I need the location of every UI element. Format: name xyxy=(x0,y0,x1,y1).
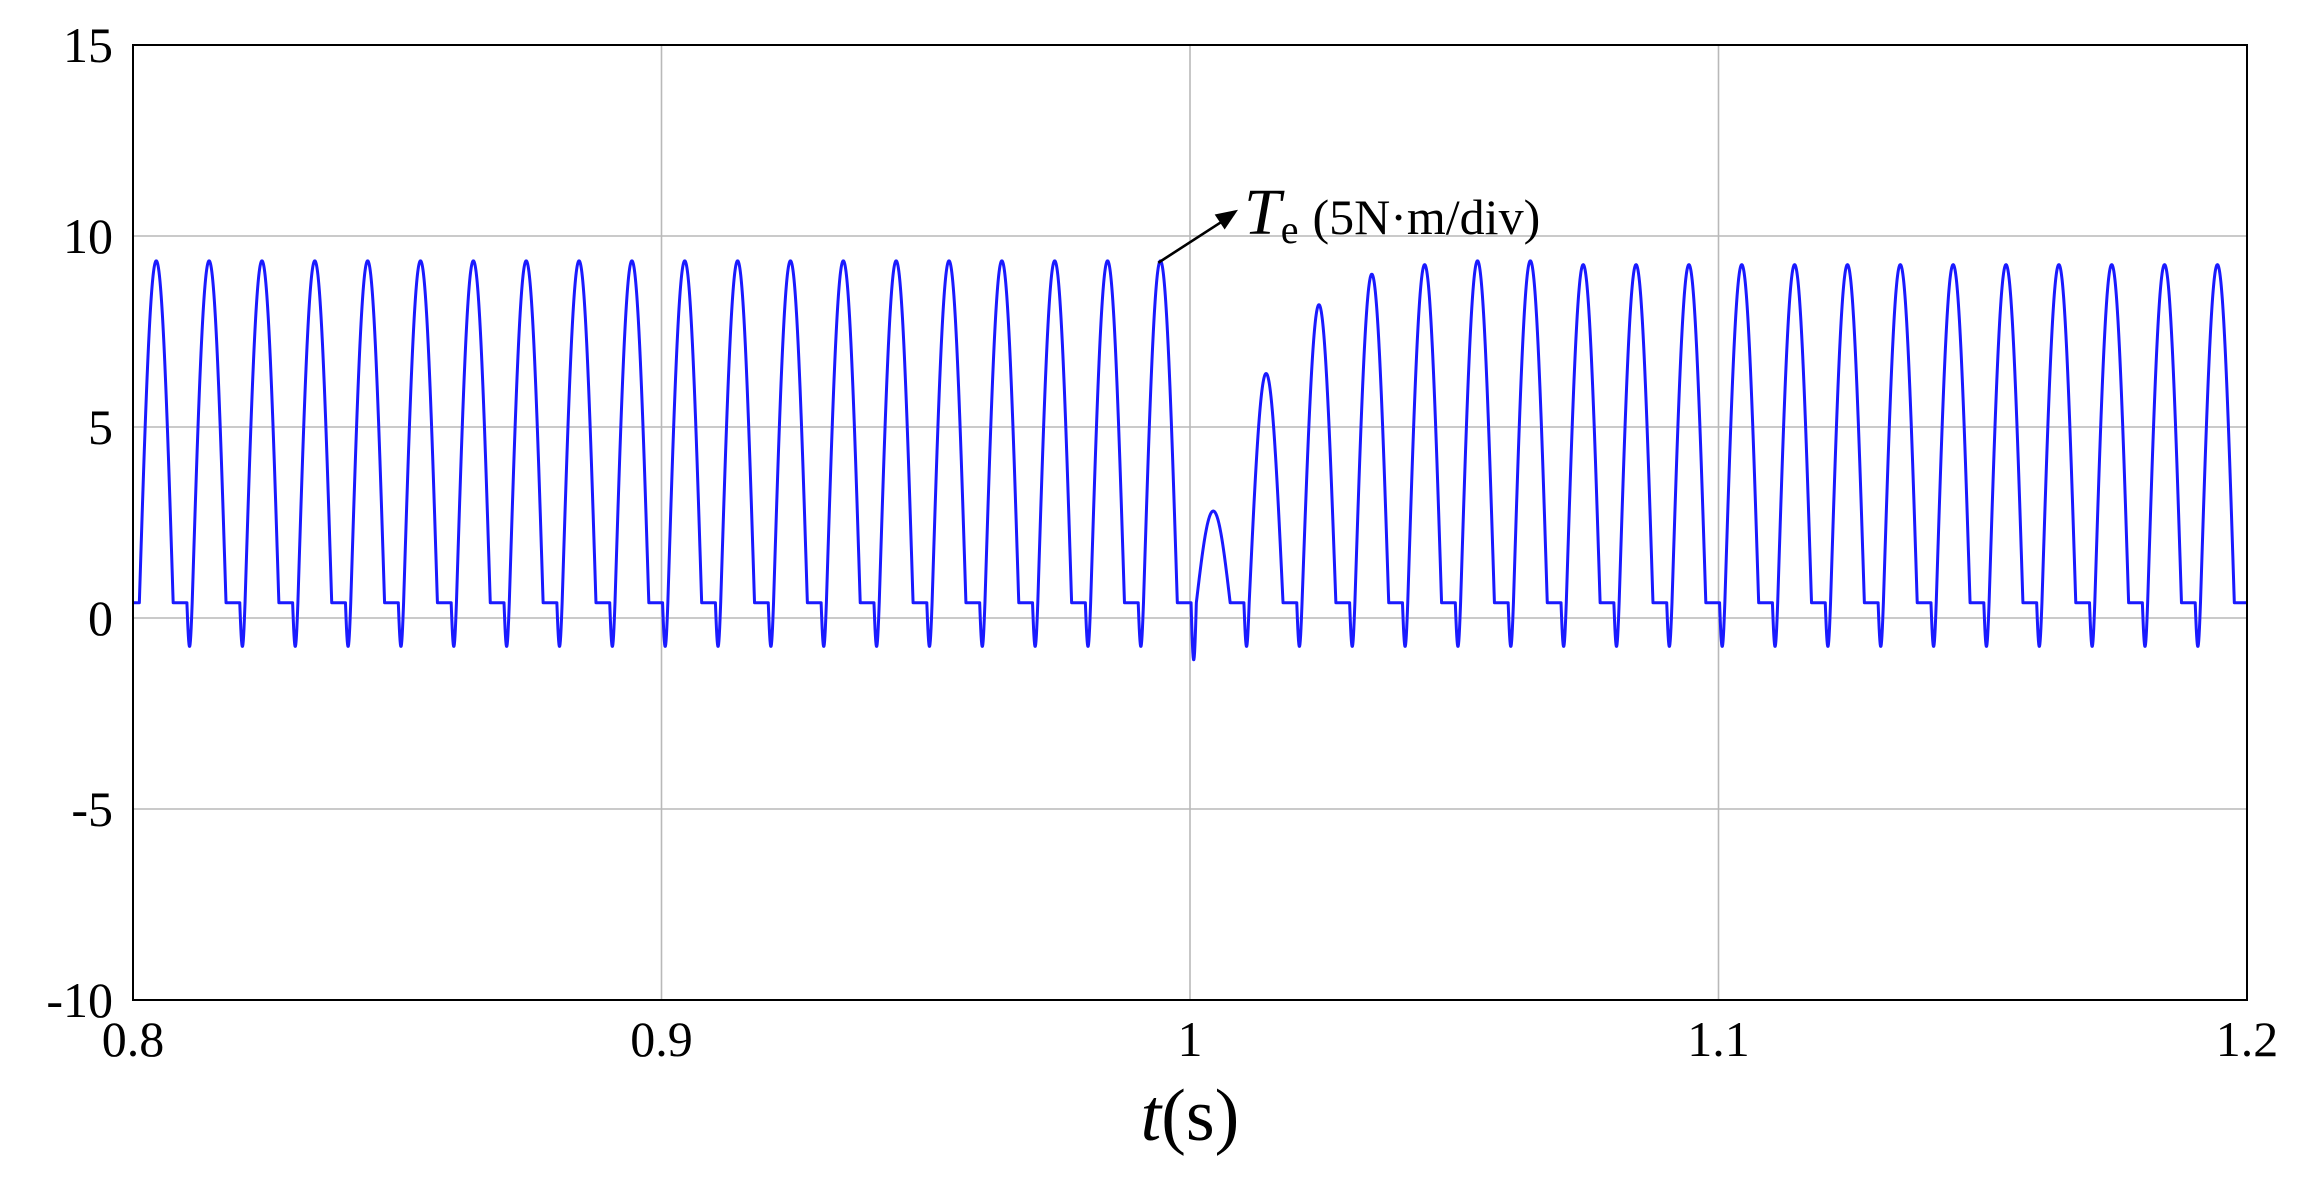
x-tick-label: 1 xyxy=(1178,1011,1203,1067)
annotation-scale: (5N·m/div) xyxy=(1312,189,1540,245)
plot-frame xyxy=(132,44,2248,1001)
y-tick-label: -5 xyxy=(71,781,113,837)
x-axis-symbol: t xyxy=(1141,1075,1164,1157)
x-axis-unit: (s) xyxy=(1161,1075,1239,1157)
x-tick-label: 1.2 xyxy=(2216,1011,2279,1067)
x-tick-label: 1.1 xyxy=(1687,1011,1750,1067)
x-tick-label: 0.9 xyxy=(630,1011,693,1067)
y-tick-labels: -10 -5 0 5 10 15 xyxy=(46,17,113,1028)
y-tick-label: -10 xyxy=(46,972,113,1028)
annotation-label: Te (5N·m/div) xyxy=(1244,176,1540,252)
y-tick-label: 15 xyxy=(63,17,113,73)
x-axis-title: t(s) xyxy=(1141,1075,1240,1157)
torque-trace-line xyxy=(131,259,2249,662)
annotation-arrow-head xyxy=(1214,209,1238,230)
y-tick-label: 10 xyxy=(63,208,113,264)
annotation-symbol: T xyxy=(1244,176,1285,249)
annotation-subscript: e xyxy=(1281,207,1299,252)
y-tick-label: 5 xyxy=(88,399,113,455)
y-tick-label: 0 xyxy=(88,590,113,646)
x-tick-labels: 0.8 0.9 1 1.1 1.2 xyxy=(102,1011,2279,1067)
torque-annotation: Te (5N·m/div) xyxy=(1157,176,1540,264)
x-tick-label: 0.8 xyxy=(102,1011,165,1067)
